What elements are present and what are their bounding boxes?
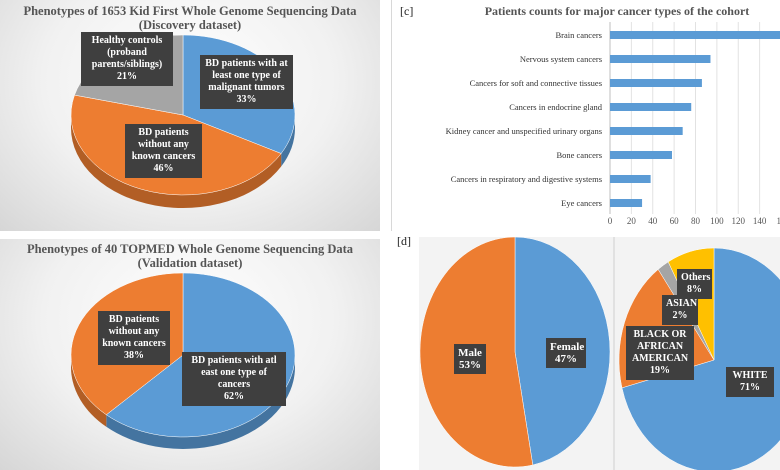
demographics-panel: [d] Female 47% Male 53% WHITE 71% BLACK …: [391, 237, 780, 470]
bar-category-label: Eye cancers: [561, 198, 602, 208]
discovery-slice-label-nocancer: BD patients without any known cancers 46…: [125, 124, 202, 178]
discovery-slice-pct-nocancer: 46%: [153, 163, 174, 174]
validation-slice-label-nocancer: BD patients without any known cancers 38…: [98, 311, 170, 365]
bar: [610, 103, 692, 111]
bar: [610, 31, 780, 39]
race-slice-label-white: WHITE 71%: [726, 367, 774, 397]
cancer-types-bar-chart: Patients counts for major cancer types o…: [446, 4, 780, 226]
discovery-slice-side-0: [281, 115, 295, 167]
validation-slice-side-0: [106, 355, 296, 449]
bar: [610, 151, 672, 159]
sex-slice-pct-female: 47%: [555, 353, 577, 365]
x-tick-label: 60: [670, 216, 680, 226]
discovery-pie-panel: Phenotypes of 1653 Kid First Whole Genom…: [0, 0, 380, 231]
sex-slice-label-male: Male 53%: [454, 344, 486, 374]
race-slice-label-asian: ASIAN 2%: [662, 295, 698, 325]
discovery-slice-pct-cancer: 33%: [236, 94, 257, 105]
validation-slice-name-nocancer: BD patients without any known cancers: [102, 314, 166, 349]
race-slice-pct-others: 8%: [687, 284, 702, 295]
discovery-slice-name-nocancer: BD patients without any known cancers: [131, 127, 196, 162]
bar-category-label: Cancers in endocrine gland: [509, 102, 603, 112]
x-tick-label: 16: [777, 216, 780, 226]
x-tick-label: 140: [753, 216, 767, 226]
sex-slice-label-female: Female 47%: [546, 338, 586, 368]
x-tick-label: 80: [691, 216, 701, 226]
x-tick-label: 0: [608, 216, 613, 226]
panel-tag-c: [c]: [400, 4, 414, 18]
bar: [610, 79, 702, 87]
validation-slice-label-cancer: BD patients with atl east one type of ca…: [182, 352, 286, 406]
validation-slice-pct-nocancer: 38%: [124, 350, 144, 361]
race-slice-name-white: WHITE: [732, 370, 768, 381]
bar-category-label: Cancers for soft and connective tissues: [470, 78, 602, 88]
x-tick-label: 20: [627, 216, 637, 226]
discovery-slice-side-1: [71, 115, 282, 209]
validation-pie-panel: Phenotypes of 40 TOPMED Whole Genome Seq…: [0, 239, 380, 470]
discovery-slice-label-cancer: BD patients with at least one type of ma…: [200, 55, 293, 109]
bar-category-label: Kidney cancer and unspecified urinary or…: [446, 126, 602, 136]
discovery-slice-name-controls: Healthy controls (proband parents/siblin…: [91, 35, 163, 70]
sex-slice-pct-male: 53%: [459, 359, 481, 371]
race-slice-pct-asian: 2%: [672, 310, 688, 321]
discovery-slice-label-controls: Healthy controls (proband parents/siblin…: [81, 32, 173, 86]
bar-category-label: Cancers in respiratory and digestive sys…: [451, 174, 602, 184]
discovery-pie-title: Phenotypes of 1653 Kid First Whole Genom…: [23, 4, 357, 18]
cancer-types-bar-panel: [c] Patients counts for major cancer typ…: [391, 0, 780, 231]
validation-pie-title: Phenotypes of 40 TOPMED Whole Genome Seq…: [26, 242, 354, 256]
bar-category-label: Brain cancers: [556, 30, 603, 40]
validation-slice-name-cancer: BD patients with atl east one type of ca…: [191, 355, 277, 390]
race-slice-pct-white: 71%: [740, 382, 760, 393]
discovery-pie-subtitle: (Discovery dataset): [138, 18, 242, 32]
validation-slice-side-1: [71, 355, 107, 427]
race-slice-name-others: Others: [681, 272, 711, 283]
bar-category-label: Nervous system cancers: [520, 54, 602, 64]
bar: [610, 199, 643, 207]
panel-tag-d: [d]: [397, 237, 411, 248]
bar: [610, 175, 651, 183]
race-slice-name-asian: ASIAN: [666, 298, 698, 309]
validation-slice-pct-cancer: 62%: [224, 391, 244, 402]
race-slice-label-black: BLACK OR AFRICAN AMERICAN 19%: [626, 326, 694, 380]
bar-chart-title: Patients counts for major cancer types o…: [485, 4, 750, 18]
validation-pie-subtitle: (Validation dataset): [137, 256, 243, 270]
sex-slice-name-female: Female: [550, 341, 585, 353]
race-slice-label-others: Others 8%: [677, 269, 712, 299]
bar-category-label: Bone cancers: [556, 150, 602, 160]
discovery-pie-chart: [70, 34, 296, 209]
discovery-slice-name-cancer: BD patients with at least one type of ma…: [205, 58, 288, 93]
x-tick-label: 40: [648, 216, 658, 226]
bar: [610, 55, 711, 63]
x-tick-label: 100: [710, 216, 724, 226]
discovery-slice-pct-controls: 21%: [117, 71, 137, 82]
race-slice-name-black: BLACK OR AFRICAN AMERICAN: [631, 329, 689, 364]
x-tick-label: 120: [732, 216, 746, 226]
sex-slice-name-male: Male: [458, 347, 482, 359]
bar: [610, 127, 683, 135]
race-slice-0: [621, 247, 780, 470]
race-slice-pct-black: 19%: [650, 365, 670, 376]
